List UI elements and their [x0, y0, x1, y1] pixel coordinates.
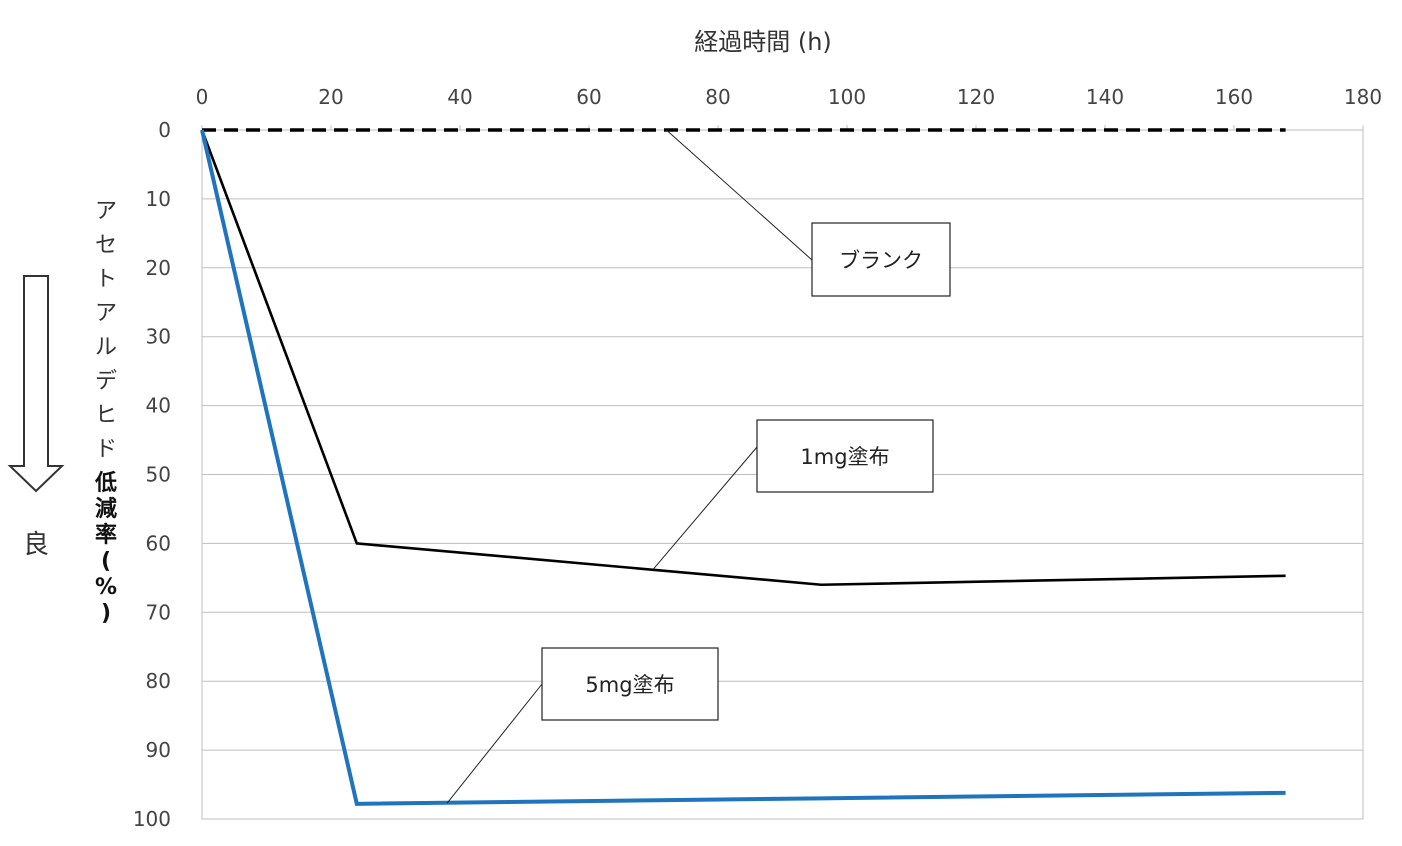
x-tick-label: 0: [196, 85, 209, 109]
y-axis-title-char: %: [95, 575, 117, 600]
x-tick-label: 80: [705, 85, 730, 109]
y-axis-title-char: ル: [95, 335, 117, 360]
callout-leader-line: [446, 683, 543, 804]
y-axis-title-char: ト: [95, 267, 117, 292]
callout-box: [756, 419, 934, 493]
callout-leader-line: [666, 129, 813, 261]
down-arrow-icon: [7, 275, 65, 493]
y-axis-title-char: 率: [95, 522, 117, 548]
callouts: ブランク 1mg塗布 5mg塗布: [541, 222, 951, 721]
x-tick-label: 140: [1086, 85, 1124, 109]
y-axis-title-char: ア: [95, 199, 117, 224]
y-axis-title-char: ): [101, 601, 111, 626]
y-axis-title-char: (: [101, 549, 111, 574]
callout-label: 1mg塗布: [800, 445, 889, 469]
x-tick-labels: 0 20 40 60 80 100 120 140 160 180: [196, 85, 1382, 130]
x-tick-label: 120: [957, 85, 995, 109]
x-tick-label: 180: [1344, 85, 1382, 109]
x-tick-label: 100: [828, 85, 866, 109]
y-tick-label: 50: [146, 463, 171, 487]
y-axis-title-char: ド: [95, 437, 117, 462]
series-line: [200, 129, 1286, 806]
callout-box: [811, 222, 951, 297]
y-tick-label: 70: [146, 600, 171, 624]
y-axis-title-char: ア: [95, 301, 117, 326]
y-tick-label: 100: [133, 807, 171, 831]
y-tick-label: 10: [146, 187, 171, 211]
y-axis-title-char: セ: [95, 233, 117, 258]
x-tick-label: 160: [1215, 85, 1253, 109]
x-axis-title: 経過時間 (h): [694, 28, 832, 56]
y-tick-label: 90: [146, 738, 171, 762]
callout-leader-line: [653, 446, 758, 570]
y-axis-title-char: デ: [95, 369, 117, 394]
callout-label: ブランク: [839, 249, 923, 273]
y-tick-label: 40: [146, 394, 171, 418]
y-tick-label: 20: [146, 256, 171, 280]
callout-label: 5mg塗布: [585, 673, 674, 697]
callout-box: [541, 647, 719, 721]
y-tick-label: 0: [158, 118, 171, 142]
good-label: 良: [23, 530, 49, 560]
y-tick-labels: 0 10 20 30 40 50 60 70 80 90 100: [133, 118, 171, 831]
good-direction-indicator: 良: [7, 275, 65, 560]
x-tick-label: 20: [318, 85, 343, 109]
y-tick-label: 60: [146, 531, 171, 555]
series-line: [200, 129, 1286, 587]
y-axis-title-char: ヒ: [95, 403, 117, 428]
y-axis-title-char: 低: [94, 471, 117, 496]
y-tick-label: 80: [146, 669, 171, 693]
series-lines: [200, 128, 1286, 806]
y-axis-title-char: 減: [95, 497, 117, 522]
callout-leaders: [446, 129, 813, 804]
x-tick-label: 60: [576, 85, 601, 109]
x-tick-label: 40: [447, 85, 472, 109]
y-tick-label: 30: [146, 325, 171, 349]
